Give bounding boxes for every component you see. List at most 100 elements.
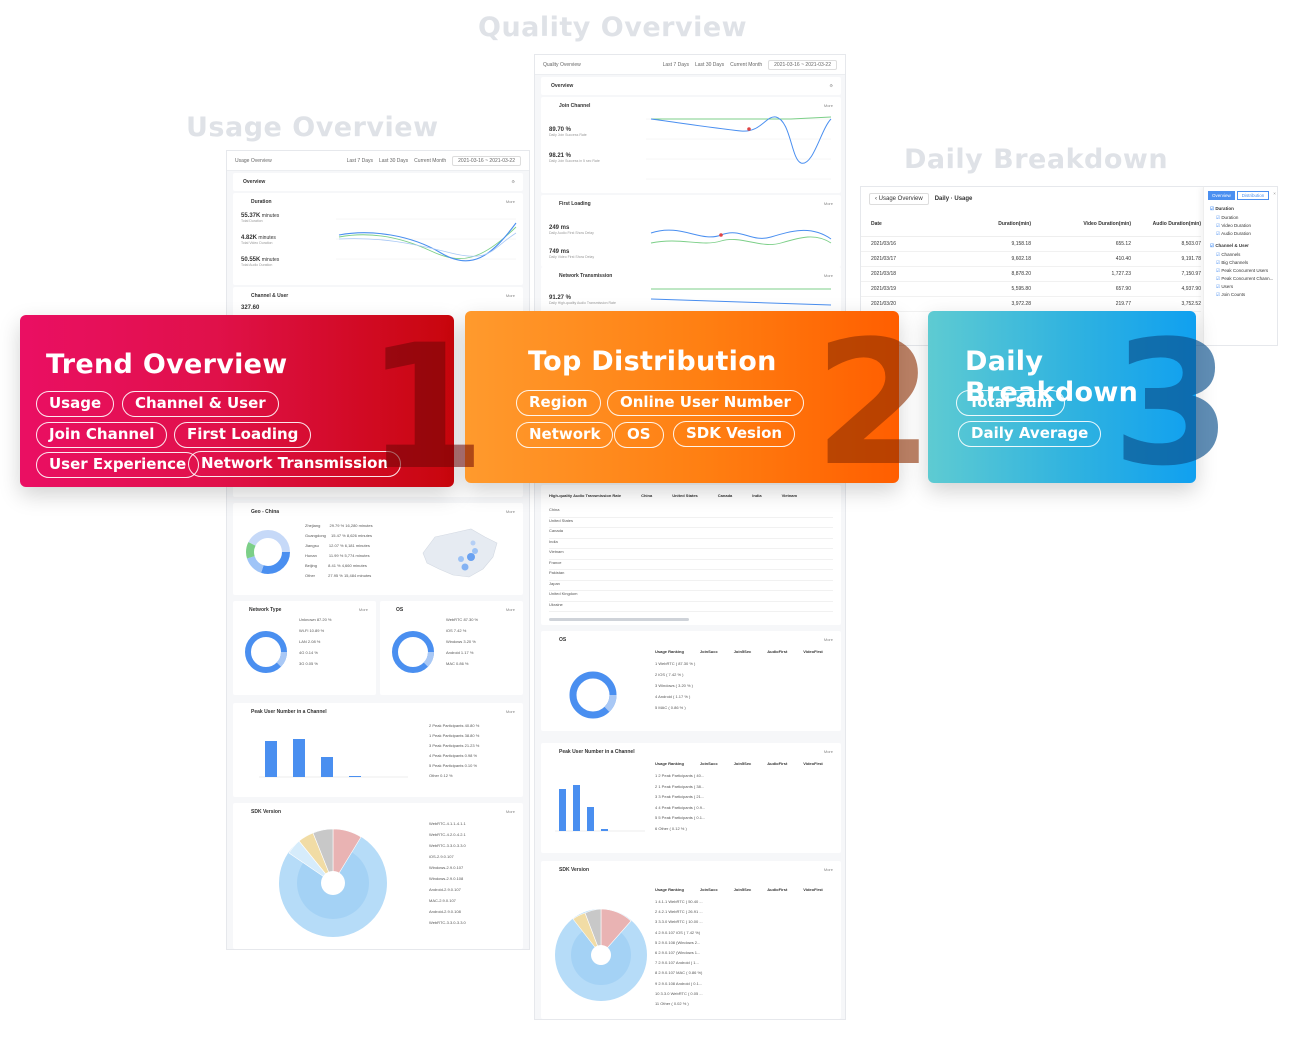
- filter-tab-distribution[interactable]: Distribution: [1236, 191, 1270, 200]
- daily-cell: 219.77: [1115, 301, 1131, 307]
- daily-cell: 7,150.97: [1181, 271, 1201, 277]
- geo-row-name: Zhejiang: [305, 523, 321, 528]
- first-more-link[interactable]: More: [823, 201, 833, 206]
- channels-value: 327.60: [241, 305, 260, 311]
- peak-row-name: 2 Peak Participants: [429, 723, 464, 728]
- first-loading-card: First Loading More 249 ms Daily Audio Fi…: [541, 195, 841, 267]
- region-table-scrollbar[interactable]: [549, 618, 689, 621]
- network-row-name: 3G: [299, 661, 305, 666]
- peak-more-link[interactable]: More: [505, 709, 515, 714]
- settings-icon[interactable]: ⚙: [829, 83, 833, 88]
- sdk-more-link[interactable]: More: [505, 809, 515, 814]
- tab-current-month[interactable]: Current Month: [414, 157, 447, 164]
- daily-table-header: Date Duration(min) Video Duration(min) A…: [861, 211, 1201, 237]
- settings-icon[interactable]: ⚙: [511, 179, 515, 184]
- checkbox-icon[interactable]: ☑: [1216, 276, 1221, 281]
- peak-quality-bar: [573, 785, 580, 831]
- checkbox-icon[interactable]: ☑: [1210, 206, 1215, 211]
- sdk-sunburst-chart: [279, 828, 387, 937]
- daily-breakdown-heading: Daily Breakdown: [904, 144, 1169, 175]
- network-row-pct: 2.08 %: [307, 639, 321, 644]
- sdk-quality-row: 2 4.2.1 WebRTC ( 26.91 ...: [655, 909, 703, 915]
- daily-cell: 657.90: [1115, 286, 1131, 292]
- geo-table: Zhejiang 29.79 % 16,280 minutes Guangdon…: [305, 523, 385, 578]
- sdk-row-name: Android-2.9.0.107: [429, 887, 461, 892]
- video-duration-value: 4.82K: [241, 235, 258, 241]
- os-quality-row: 4 Android ( 1.17 % ): [655, 694, 691, 699]
- os-quality-more-link[interactable]: More: [823, 637, 833, 642]
- tab-last-30-days[interactable]: Last 30 Days: [378, 157, 409, 164]
- sdk-quality-more-link[interactable]: More: [823, 867, 833, 872]
- checkbox-icon[interactable]: ☑: [1210, 243, 1215, 248]
- join-5sec-caption: Daily Join Success in 5 sec Rate: [549, 159, 600, 163]
- sdk-quality-row: 6 2.9.0.107 (Windows 1...: [655, 949, 701, 955]
- date-range-picker[interactable]: 2021-03-16 ~ 2021-03-22: [452, 155, 521, 166]
- os-quality-label: OS: [559, 637, 567, 643]
- daily-header-cell: Duration(min): [998, 220, 1031, 227]
- checkbox-icon[interactable]: ☑: [1216, 215, 1221, 220]
- network-more-link[interactable]: More: [358, 607, 368, 612]
- checkbox-icon[interactable]: ☑: [1216, 231, 1221, 236]
- quality-panel-header: Quality Overview Last 7 Days Last 30 Day…: [535, 55, 845, 75]
- transmission-chart: [650, 288, 832, 306]
- tag-user-experience: User Experience: [36, 452, 200, 478]
- os-row-name: Windows: [446, 639, 463, 644]
- peak-quality-card: Peak User Number in a Channel More Usage…: [541, 743, 841, 853]
- region-row: France: [549, 560, 833, 570]
- top-distribution-title: Top Distribution: [528, 346, 777, 377]
- feature-number-2: 2: [814, 303, 934, 504]
- checkbox-icon[interactable]: ☑: [1216, 284, 1221, 289]
- tag-channel-user: Channel & User: [122, 391, 279, 417]
- os-quality-header-cell: VideoFirst: [803, 649, 823, 654]
- tab-last-7-days[interactable]: Last 7 Days: [346, 157, 373, 164]
- geo-row-value: 5,774 minutes: [344, 553, 370, 558]
- transmission-caption: Daily High-quality Audio Transmission Ra…: [549, 301, 616, 305]
- quality-overview-heading: Quality Overview: [478, 12, 748, 43]
- geo-donut-chart: [246, 530, 290, 574]
- network-donut-chart: [245, 631, 287, 673]
- os-row-name: iOS: [446, 628, 453, 633]
- checkbox-icon[interactable]: ☑: [1216, 268, 1221, 273]
- peak-quality-more-link[interactable]: More: [823, 749, 833, 754]
- tag-total-sum: Total Sum: [956, 390, 1066, 416]
- tag-daily-average: Daily Average: [958, 421, 1102, 447]
- join-more-link[interactable]: More: [823, 103, 833, 108]
- duration-more-link[interactable]: More: [505, 199, 515, 204]
- sdk-row-name: WebRTC-4.2.0-4.2.1: [429, 832, 466, 837]
- transmission-more-link[interactable]: More: [823, 273, 833, 278]
- geo-row-name: Jiangsu: [305, 543, 319, 548]
- checkbox-icon[interactable]: ☑: [1216, 260, 1221, 265]
- video-first-metric: 749 ms Daily Video First Show Delay: [549, 249, 594, 259]
- peak-quality-bar: [587, 807, 594, 831]
- filter-tab-overview[interactable]: Overview: [1208, 191, 1235, 200]
- region-row: United Kingdom: [549, 591, 833, 602]
- geo-more-link[interactable]: More: [505, 509, 515, 514]
- tab-current-month[interactable]: Current Month: [730, 61, 763, 68]
- peak-user-bar-chart: [259, 739, 408, 778]
- checkbox-icon[interactable]: ☑: [1216, 223, 1221, 228]
- os-quality-header-cell: Usage Ranking: [655, 649, 684, 654]
- duration-trend-chart: [336, 218, 517, 262]
- peak-user-card: Peak User Number in a Channel More 2 Pea…: [233, 703, 523, 797]
- tag-usage: Usage: [36, 391, 115, 417]
- checkbox-icon[interactable]: ☑: [1216, 292, 1221, 297]
- top-distribution-card: Top Distribution Region Online User Numb…: [465, 311, 899, 483]
- daily-cell: 9,602.18: [1011, 256, 1031, 262]
- tab-last-7-days[interactable]: Last 7 Days: [662, 61, 689, 68]
- daily-table-row: 2021/03/18 8,878.20 1,727.23 7,150.97: [861, 267, 1201, 282]
- back-button-label: Usage Overview: [878, 196, 923, 202]
- quality-overview-screenshot: Quality Overview Last 7 Days Last 30 Day…: [534, 54, 846, 1020]
- close-icon[interactable]: ×: [1273, 191, 1276, 196]
- date-range-picker[interactable]: 2021-03-16 ~ 2021-03-22: [768, 59, 837, 70]
- join-success-metric: 89.70 % Daily Join Success Rate: [549, 127, 587, 137]
- channel-user-more-link[interactable]: More: [505, 293, 515, 298]
- geo-label: Geo - China: [251, 509, 280, 515]
- os-more-link[interactable]: More: [505, 607, 515, 612]
- region-row: Canada: [549, 528, 833, 539]
- back-button[interactable]: ‹ Usage Overview: [869, 193, 929, 205]
- tab-last-30-days[interactable]: Last 30 Days: [694, 61, 725, 68]
- checkbox-icon[interactable]: ☑: [1216, 252, 1221, 257]
- total-duration-caption: Total Duration: [241, 219, 263, 223]
- os-quality-row: 5 MAC ( 0.86 % ): [655, 705, 686, 710]
- join-channel-label: Join Channel: [559, 103, 591, 109]
